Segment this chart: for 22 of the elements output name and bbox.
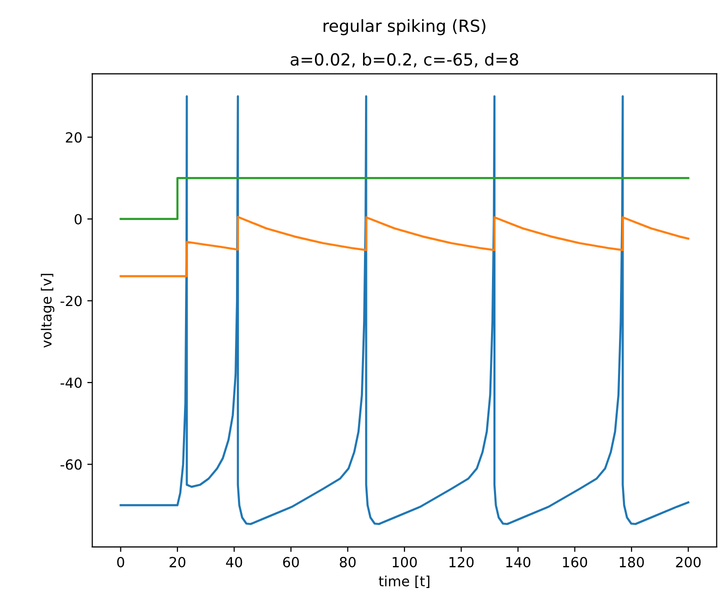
line-series	[120, 95, 690, 526]
y-axis-title: voltage [v]	[40, 274, 54, 348]
x-tick-label: 80	[340, 556, 356, 568]
y-tick-label: 20	[66, 132, 82, 143]
x-tick-label: 20	[170, 556, 186, 568]
y-tick-label: -40	[60, 378, 82, 388]
chart-title: regular spiking (RS)	[324, 19, 486, 36]
x-tick-label: 200	[676, 556, 701, 568]
y-tick-label: -60	[60, 459, 82, 470]
x-tick-label: 40	[226, 556, 242, 568]
chart-subtitle: a=0.02, b=0.2, c=-65, d=8	[290, 52, 518, 68]
x-tick-label: 120	[450, 556, 474, 568]
y-tick-label: 0	[74, 214, 82, 224]
y-tick-label: -20	[60, 296, 82, 306]
x-tick-label: 100	[392, 556, 417, 568]
x-tick-label: 180	[620, 556, 644, 568]
x-tick-label: 140	[506, 556, 530, 568]
line-series	[120, 216, 690, 278]
x-tick-label: 60	[283, 556, 299, 568]
x-axis-title: time [t]	[378, 576, 430, 588]
x-tick-label: 0	[117, 556, 124, 568]
x-tick-label: 160	[563, 556, 588, 568]
